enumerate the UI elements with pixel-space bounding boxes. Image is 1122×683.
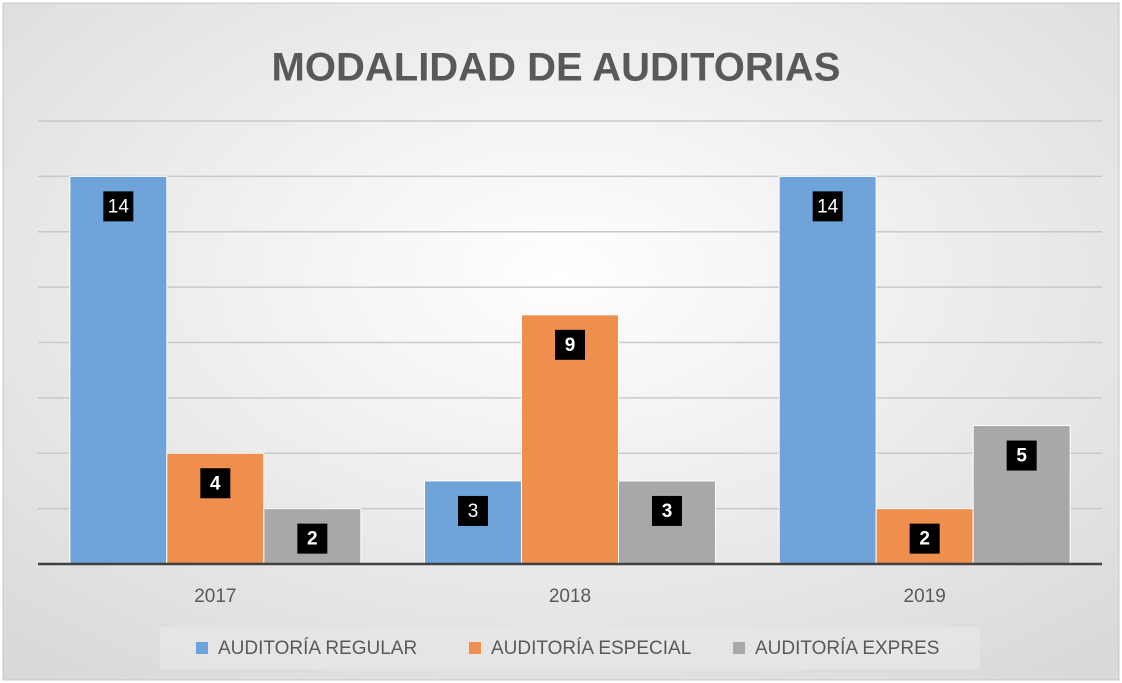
- x-tick-label: 2019: [904, 586, 946, 607]
- data-label-box: [812, 191, 843, 222]
- legend-background: [160, 627, 980, 669]
- legend-label: AUDITORÍA EXPRES: [755, 638, 939, 659]
- data-label: 2: [919, 529, 930, 550]
- chart-title: MODALIDAD DE AUDITORIAS: [272, 46, 841, 90]
- legend-swatch: [733, 642, 745, 654]
- data-label-box: [297, 523, 328, 554]
- data-label: 14: [108, 196, 130, 217]
- data-label: 2: [307, 529, 318, 550]
- data-label-box: [103, 191, 134, 222]
- data-label: 3: [662, 501, 673, 522]
- data-label-box: [555, 329, 585, 360]
- legend-label: AUDITORÍA REGULAR: [218, 638, 417, 659]
- data-label-box: [652, 495, 682, 526]
- data-label: 3: [468, 501, 479, 522]
- x-tick-label: 2017: [194, 586, 236, 607]
- bar: [778, 175, 877, 565]
- legend-label: AUDITORÍA ESPECIAL: [491, 638, 691, 659]
- data-label: 14: [817, 196, 839, 217]
- x-tick-label: 2018: [549, 586, 591, 607]
- data-label-box: [1006, 440, 1037, 471]
- data-label: 5: [1016, 446, 1027, 467]
- data-label-box: [909, 523, 940, 554]
- bar: [69, 175, 168, 565]
- data-label: 9: [565, 335, 576, 356]
- legend-swatch: [469, 642, 481, 654]
- bar: [972, 425, 1071, 565]
- legend-swatch: [196, 642, 208, 654]
- data-label: 4: [210, 473, 221, 494]
- data-label-box: [200, 468, 231, 499]
- data-label-box: [458, 495, 488, 526]
